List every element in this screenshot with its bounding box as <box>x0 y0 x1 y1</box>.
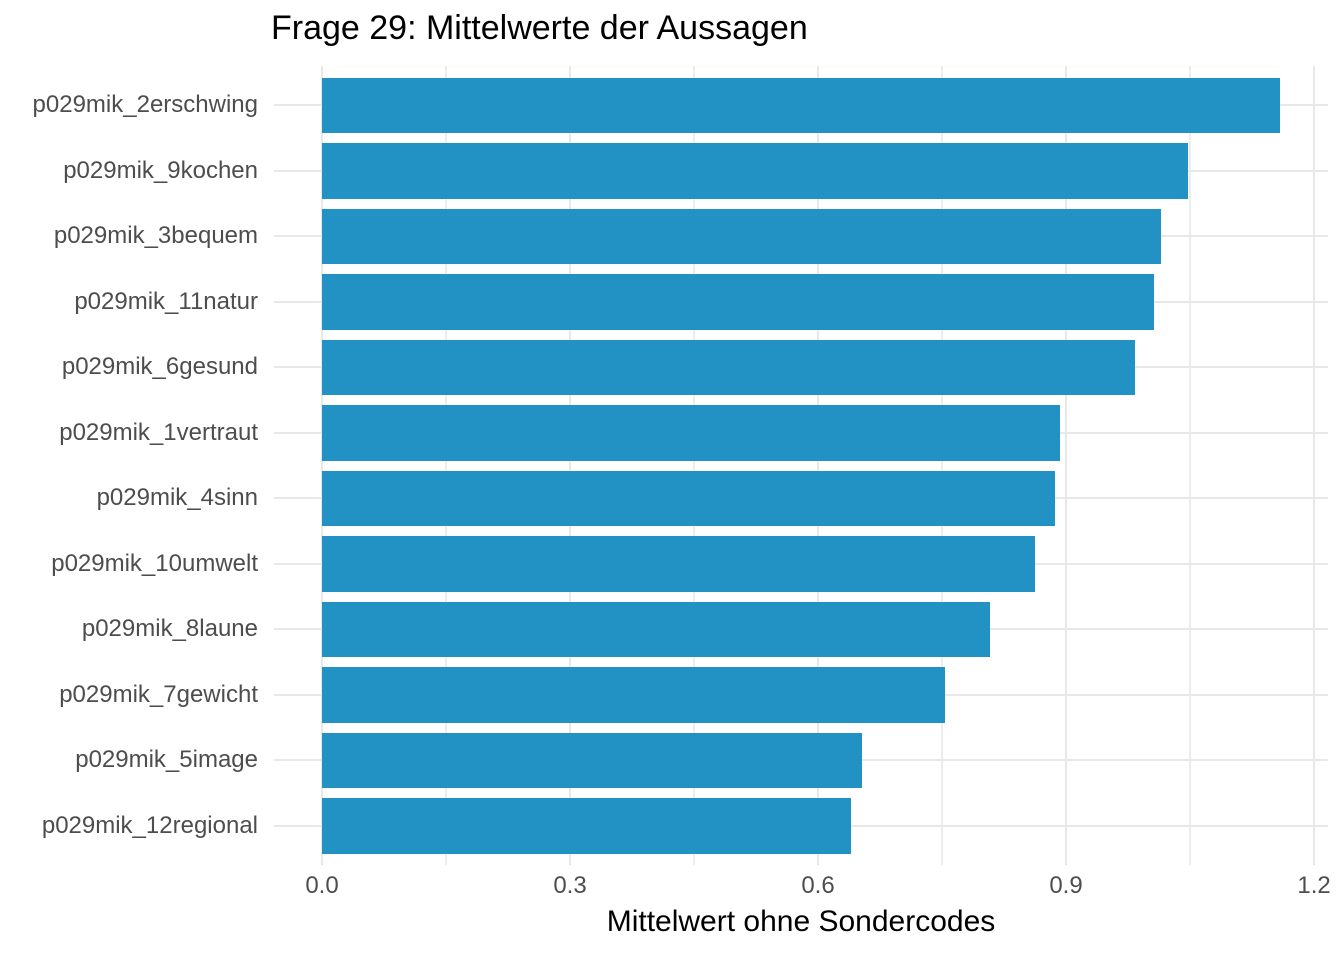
y-axis-label: p029mik_1vertraut <box>59 418 258 446</box>
bar <box>322 339 1135 396</box>
minor-gridline <box>693 66 695 865</box>
major-gridline <box>817 66 820 865</box>
major-gridline <box>321 66 323 865</box>
y-axis-label: p029mik_11natur <box>74 287 258 315</box>
minor-gridline <box>445 66 447 865</box>
major-gridline <box>1065 66 1068 865</box>
y-axis-label: p029mik_4sinn <box>96 484 258 512</box>
x-tick-label: 1.2 <box>1297 872 1331 899</box>
major-gridline <box>569 66 571 865</box>
bar <box>322 667 946 723</box>
y-axis-label: p029mik_9kochen <box>63 156 258 184</box>
y-axis-label: p029mik_5image <box>75 746 258 774</box>
x-axis-title: Mittelwert ohne Sondercodes <box>606 905 996 938</box>
bar <box>322 601 990 658</box>
y-axis-label: p029mik_3bequem <box>53 222 258 250</box>
y-axis-label: p029mik_8laune <box>81 615 258 643</box>
y-axis-label: p029mik_10umwelt <box>51 549 258 577</box>
bar <box>322 77 1281 134</box>
minor-gridline <box>1189 66 1191 865</box>
bar <box>322 536 1035 592</box>
bar <box>322 470 1056 527</box>
x-tick-label: 0.6 <box>801 872 835 899</box>
x-tick-label: 0.3 <box>553 872 587 899</box>
bar <box>322 208 1162 265</box>
chart-title: Frage 29: Mittelwerte der Aussagen <box>271 9 808 47</box>
bar <box>322 274 1154 330</box>
minor-gridline <box>941 66 943 865</box>
bar <box>322 143 1188 199</box>
y-axis-label: p029mik_2erschwing <box>32 91 258 119</box>
x-tick-label: 0.0 <box>305 872 339 899</box>
plot-panel <box>274 66 1328 865</box>
y-axis-label: p029mik_6gesund <box>61 353 258 381</box>
x-tick-label: 0.9 <box>1049 872 1083 899</box>
bar <box>322 405 1061 461</box>
y-axis-label: p029mik_12regional <box>41 811 258 839</box>
bar <box>322 798 852 854</box>
bar <box>322 732 862 789</box>
y-axis-label: p029mik_7gewicht <box>59 680 258 708</box>
major-gridline <box>1313 66 1316 865</box>
